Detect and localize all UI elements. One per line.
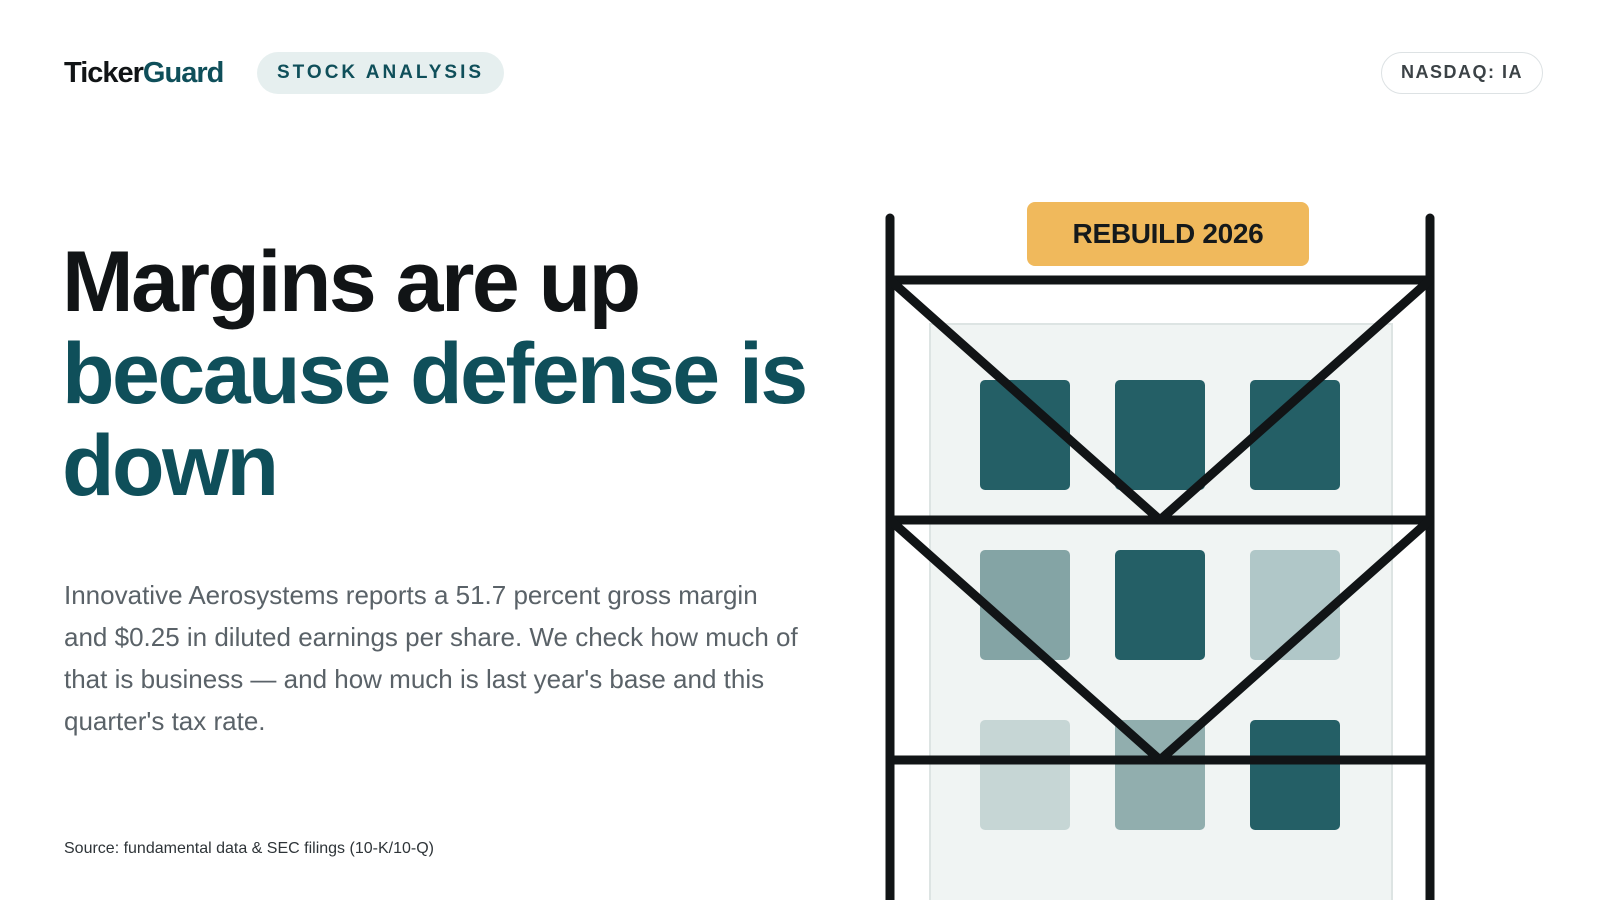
scaffolding-building-icon bbox=[880, 190, 1460, 900]
headline: Margins are up because defense is down bbox=[62, 236, 862, 512]
window bbox=[980, 720, 1070, 830]
scaffold-brace bbox=[885, 515, 1165, 765]
header: TickerGuard STOCK ANALYSIS NASDAQ: IA bbox=[0, 0, 1600, 140]
brand-name-part1: Ticker bbox=[64, 57, 144, 89]
headline-line-1: Margins are up bbox=[62, 234, 641, 330]
category-tag: STOCK ANALYSIS bbox=[257, 52, 505, 94]
scaffold-brace bbox=[885, 275, 1165, 525]
window bbox=[980, 550, 1070, 660]
window bbox=[980, 380, 1070, 490]
headline-line-2: because defense is down bbox=[62, 326, 808, 514]
scaffold-brace bbox=[1155, 515, 1435, 765]
brand-logo[interactable]: TickerGuard bbox=[64, 55, 224, 91]
window bbox=[1250, 550, 1340, 660]
window bbox=[1115, 550, 1205, 660]
brand-name-part2: Guard bbox=[142, 57, 224, 89]
window bbox=[1115, 380, 1205, 490]
window bbox=[1115, 720, 1205, 830]
window bbox=[1250, 720, 1340, 830]
summary-text: Innovative Aerosystems reports a 51.7 pe… bbox=[64, 580, 798, 736]
ticker-badge: NASDAQ: IA bbox=[1381, 52, 1543, 94]
rebuild-banner: REBUILD 2026 bbox=[1027, 202, 1309, 266]
scaffold-brace bbox=[1155, 275, 1435, 525]
window bbox=[1250, 380, 1340, 490]
source-note: Source: fundamental data & SEC filings (… bbox=[64, 840, 434, 857]
